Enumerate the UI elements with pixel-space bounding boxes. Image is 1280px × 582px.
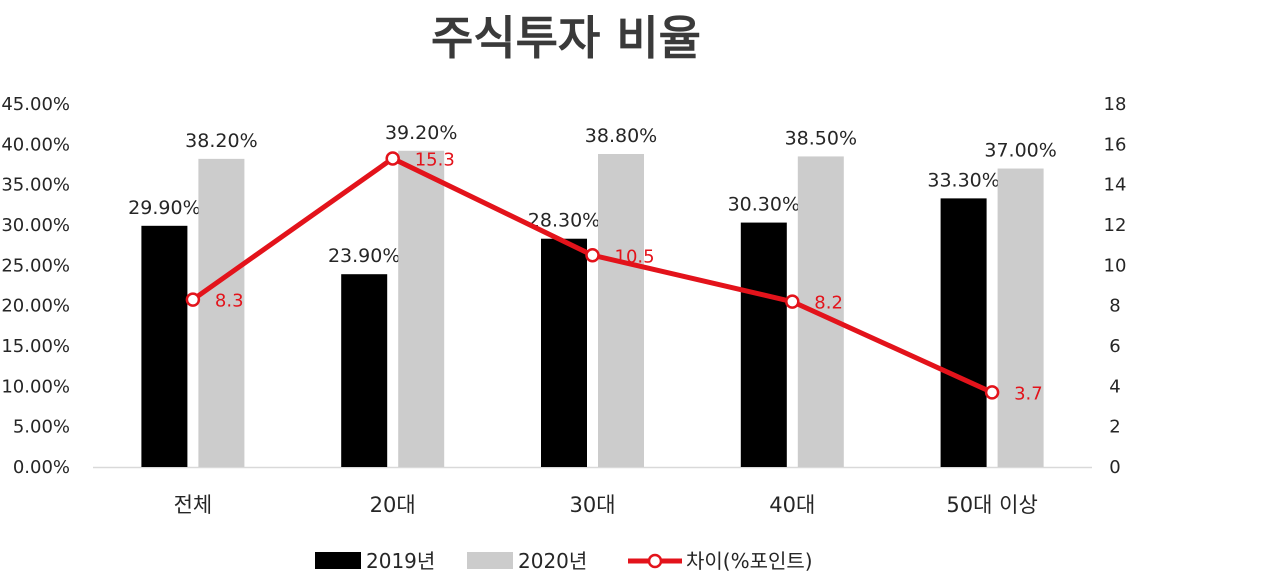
y-right-tick-label: 8 bbox=[1109, 296, 1120, 317]
y-right-tick-label: 0 bbox=[1109, 457, 1120, 478]
y-left-tick-label: 15.00% bbox=[1, 336, 70, 357]
y-left-tick-label: 20.00% bbox=[1, 296, 70, 317]
y-right-tick-label: 18 bbox=[1104, 94, 1127, 115]
line-point bbox=[185, 292, 201, 307]
y-left-tick-label: 35.00% bbox=[1, 175, 70, 196]
bar-data-label: 29.90% bbox=[128, 197, 200, 219]
line-point bbox=[385, 151, 400, 166]
legend-swatch-2020년 bbox=[467, 552, 513, 569]
bar-2020년 bbox=[398, 150, 445, 467]
y-left-tick-label: 5.00% bbox=[13, 417, 70, 438]
difference-line: 8.3 15.3 10.5 8.2 3.7 bbox=[185, 149, 1043, 404]
bar-2020년 bbox=[198, 158, 245, 467]
legend-label: 2020년 bbox=[518, 549, 587, 573]
y-right-tick-label: 2 bbox=[1109, 417, 1120, 438]
bar-2020년 bbox=[598, 154, 644, 467]
axes: 0.00% 5.00% 10.00% 15.00% 20.00% 25.00% 30.00%… bbox=[1, 94, 1126, 517]
bar-data-label: 30.30% bbox=[728, 194, 800, 216]
line-point bbox=[984, 385, 1000, 400]
legend-label: 2019년 bbox=[366, 549, 435, 573]
x-tick-label: 20대 bbox=[370, 493, 416, 517]
bar-2019년 bbox=[940, 198, 987, 467]
bar-2019년 bbox=[740, 222, 787, 467]
bar-data-label: 37.00% bbox=[984, 140, 1056, 162]
y-right-tick-label: 12 bbox=[1104, 215, 1127, 236]
line-차이(%포인트) bbox=[191, 155, 994, 395]
y-right-tick-label: 10 bbox=[1104, 255, 1127, 276]
x-tick-label: 30대 bbox=[569, 493, 615, 517]
bar-data-label: 23.90% bbox=[328, 245, 400, 267]
y-left-tick-label: 0.00% bbox=[13, 457, 70, 478]
legend-label: 차이(%포인트) bbox=[686, 549, 813, 573]
chart-title: 주식투자 비율 bbox=[431, 11, 701, 65]
legend: 2019년 2020년 차이(%포인트) bbox=[315, 549, 813, 573]
bar-2019년 bbox=[141, 225, 188, 467]
line-data-label: 8.2 bbox=[814, 293, 843, 314]
line-data-label: 8.3 bbox=[215, 291, 244, 312]
line-data-label: 15.3 bbox=[415, 149, 455, 170]
bar-2020년 bbox=[997, 168, 1044, 468]
bar-2019년 bbox=[541, 238, 587, 467]
line-point bbox=[785, 294, 800, 309]
bar-data-label: 39.20% bbox=[385, 122, 457, 144]
y-left-tick-label: 40.00% bbox=[1, 134, 70, 155]
y-right-tick-label: 4 bbox=[1109, 376, 1120, 397]
y-right-tick-label: 6 bbox=[1109, 336, 1120, 357]
line-data-label: 10.5 bbox=[615, 246, 655, 267]
bar-data-label: 38.80% bbox=[585, 125, 657, 147]
x-tick-label: 전체 bbox=[174, 493, 213, 517]
bar-data-label: 28.30% bbox=[528, 210, 600, 232]
y-left-tick-label: 25.00% bbox=[1, 255, 70, 276]
legend-swatch-2019년 bbox=[315, 552, 361, 569]
y-left-tick-label: 30.00% bbox=[1, 215, 70, 236]
line-point bbox=[585, 248, 600, 263]
bar-data-label: 38.50% bbox=[785, 127, 857, 149]
bar-2019년 bbox=[341, 274, 388, 467]
bar-data-label: 33.30% bbox=[927, 169, 999, 191]
x-tick-label: 50대 이상 bbox=[946, 493, 1037, 517]
y-left-tick-label: 10.00% bbox=[1, 376, 70, 397]
x-tick-label: 40대 bbox=[769, 493, 815, 517]
y-right-tick-label: 14 bbox=[1104, 175, 1127, 196]
y-left-tick-label: 45.00% bbox=[1, 94, 70, 115]
bars: 29.90% 23.90% 28.30% 30.30% 33.30% 38.20% 39.2… bbox=[128, 122, 1057, 468]
line-data-label: 3.7 bbox=[1014, 383, 1043, 404]
legend-marker bbox=[647, 553, 663, 569]
bar-2020년 bbox=[797, 156, 844, 467]
bar-data-label: 38.20% bbox=[185, 130, 257, 152]
y-right-tick-label: 16 bbox=[1104, 134, 1127, 155]
